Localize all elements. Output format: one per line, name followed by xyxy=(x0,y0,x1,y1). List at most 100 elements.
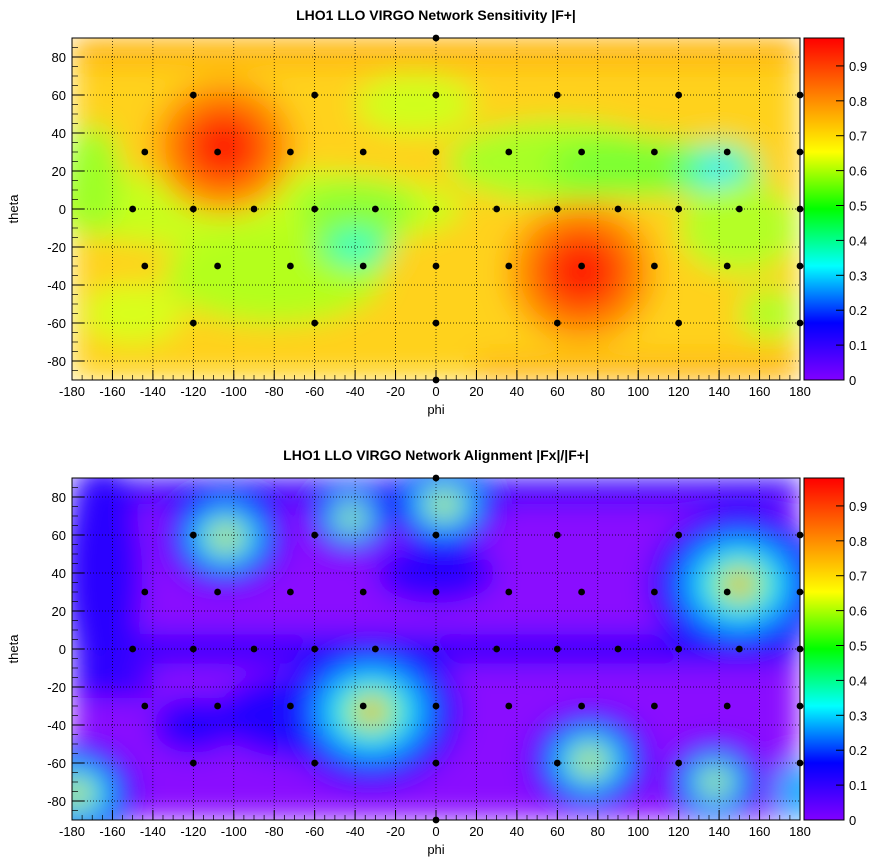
y-tick-label: -60 xyxy=(47,316,66,331)
colorbar-tick-label: 0 xyxy=(849,813,856,828)
x-tick-label: 180 xyxy=(789,824,811,839)
colorbar-tick-label: 0.1 xyxy=(849,778,867,793)
y-tick-label: -20 xyxy=(47,680,66,695)
x-tick-label: 0 xyxy=(432,824,439,839)
y-tick-label: -60 xyxy=(47,756,66,771)
x-tick-label: -20 xyxy=(386,384,405,399)
sample-point xyxy=(432,376,440,384)
sample-point xyxy=(796,645,804,653)
colorbar-tick-label: 0.2 xyxy=(849,743,867,758)
colorbar-tick-label: 0.3 xyxy=(849,708,867,723)
x-tick-label: 120 xyxy=(668,384,690,399)
y-axis-label: theta xyxy=(6,194,21,224)
colorbar-tick-label: 0.4 xyxy=(849,673,867,688)
sample-point xyxy=(651,148,658,156)
x-tick-label: -40 xyxy=(346,824,365,839)
sample-point xyxy=(141,588,149,596)
heatmap-field xyxy=(72,38,800,380)
sample-point xyxy=(505,262,513,270)
sample-point xyxy=(141,702,149,710)
y-tick-label: 40 xyxy=(52,566,66,581)
y-tick-label: 20 xyxy=(52,604,66,619)
sample-point xyxy=(311,759,319,767)
colorbar xyxy=(803,37,845,381)
x-tick-label: -100 xyxy=(221,824,247,839)
sample-point xyxy=(493,205,501,213)
sample-point xyxy=(675,759,683,767)
sample-point xyxy=(723,588,731,596)
y-tick-label: 60 xyxy=(52,528,66,543)
sample-point xyxy=(651,702,658,710)
sample-point xyxy=(675,205,683,213)
x-tick-label: 60 xyxy=(550,824,564,839)
sample-point xyxy=(553,319,561,327)
sample-point xyxy=(505,588,513,596)
sample-point xyxy=(505,148,513,156)
x-tick-label: -160 xyxy=(99,384,125,399)
colorbar-tick-label: 0.9 xyxy=(849,59,867,74)
sample-point xyxy=(189,319,197,327)
sample-point xyxy=(311,205,319,213)
alignment-panel: LHO1 LLO VIRGO Network Alignment |Fx|/|F… xyxy=(6,447,867,857)
x-tick-label: 20 xyxy=(469,384,483,399)
x-tick-label: -60 xyxy=(305,384,324,399)
colorbar-tick-label: 0.8 xyxy=(849,534,867,549)
sample-point xyxy=(287,148,294,156)
sample-point xyxy=(723,702,731,710)
x-tick-label: 180 xyxy=(789,384,811,399)
x-tick-label: 80 xyxy=(591,384,605,399)
colorbar-tick-label: 0.4 xyxy=(849,233,867,248)
sample-point xyxy=(359,262,367,270)
y-tick-label: -80 xyxy=(47,794,66,809)
chart-title: LHO1 LLO VIRGO Network Sensitivity |F+| xyxy=(296,7,576,23)
sample-point xyxy=(359,148,367,156)
y-tick-label: 80 xyxy=(52,50,66,65)
sample-point xyxy=(578,262,585,270)
colorbar-tick-label: 0.8 xyxy=(849,94,867,109)
x-tick-label: 80 xyxy=(591,824,605,839)
sample-point xyxy=(505,702,513,710)
sample-point xyxy=(553,645,561,653)
sample-point xyxy=(432,148,440,156)
sample-point xyxy=(578,588,585,596)
colorbar-tick-label: 0.6 xyxy=(849,164,867,179)
sample-point xyxy=(189,645,197,653)
sample-point xyxy=(214,588,222,596)
colorbar-tick-label: 0.7 xyxy=(849,129,867,144)
x-tick-label: -180 xyxy=(59,384,85,399)
sample-point xyxy=(311,645,319,653)
sample-point xyxy=(141,148,149,156)
sample-point xyxy=(311,319,319,327)
colorbar-tick-label: 0.9 xyxy=(849,499,867,514)
x-tick-label: -140 xyxy=(140,384,166,399)
sample-point xyxy=(189,91,197,99)
sample-point xyxy=(250,205,258,213)
y-tick-label: -40 xyxy=(47,718,66,733)
x-tick-label: -40 xyxy=(346,384,365,399)
sample-point xyxy=(796,91,804,99)
sample-point xyxy=(214,262,222,270)
sample-point xyxy=(735,205,743,213)
sample-point xyxy=(287,262,294,270)
y-axis-label: theta xyxy=(6,634,21,664)
colorbar-tick-label: 0 xyxy=(849,373,856,388)
sample-point xyxy=(432,91,440,99)
sample-point xyxy=(432,531,440,539)
x-axis-label: phi xyxy=(427,842,444,857)
x-tick-label: -180 xyxy=(59,824,85,839)
sample-point xyxy=(675,645,683,653)
y-tick-label: -80 xyxy=(47,354,66,369)
sample-point xyxy=(129,645,137,653)
sample-point xyxy=(287,588,294,596)
x-tick-label: -60 xyxy=(305,824,324,839)
x-tick-label: -80 xyxy=(265,824,284,839)
sample-point xyxy=(614,205,622,213)
x-tick-label: -140 xyxy=(140,824,166,839)
sample-point xyxy=(311,91,319,99)
sample-point xyxy=(359,702,367,710)
sample-point xyxy=(614,645,622,653)
x-tick-label: 140 xyxy=(708,384,730,399)
x-tick-label: -80 xyxy=(265,384,284,399)
sample-point xyxy=(796,148,804,156)
